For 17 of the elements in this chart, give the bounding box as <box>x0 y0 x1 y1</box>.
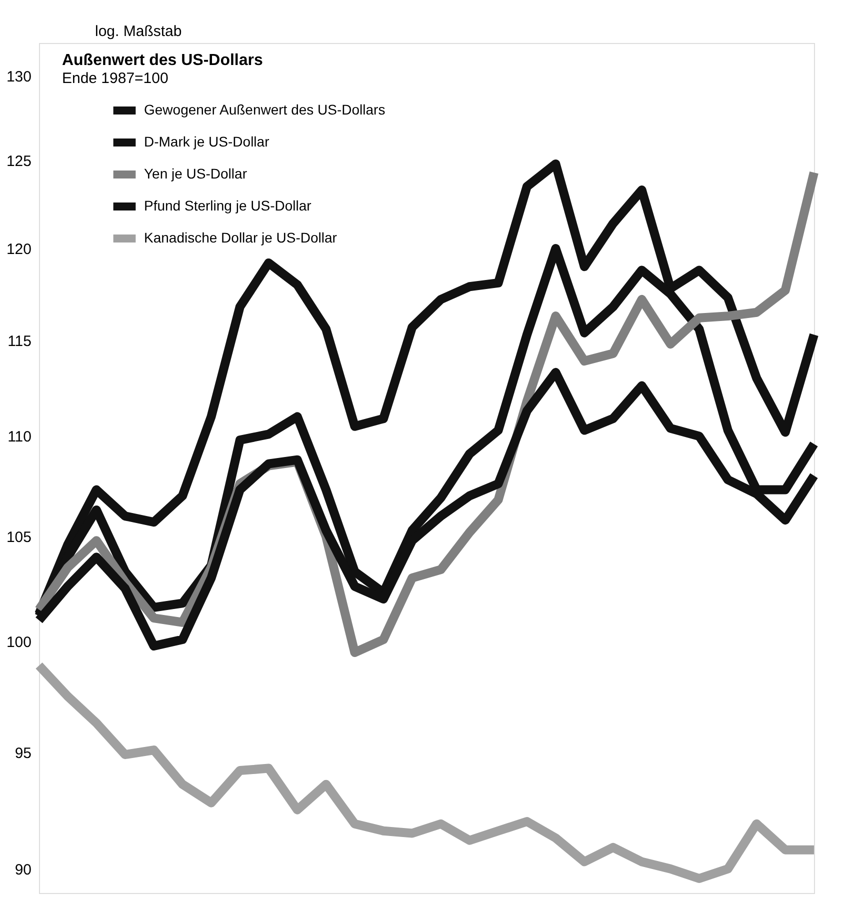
legend-label: Gewogener Außenwert des US-Dollars <box>144 102 386 118</box>
y-tick-label: 115 <box>8 332 32 350</box>
y-tick-label: 105 <box>6 528 32 546</box>
y-tick-label: 125 <box>6 153 32 170</box>
legend-label: D-Mark je US-Dollar <box>144 134 270 150</box>
legend-label: Yen je US-Dollar <box>144 166 248 182</box>
y-tick-label: 120 <box>6 241 32 258</box>
y-tick-label: 100 <box>6 634 32 652</box>
legend-label: Pfund Sterling je US-Dollar <box>144 198 312 214</box>
legend-label: Kanadische Dollar je US-Dollar <box>144 230 338 246</box>
y-tick-label: 95 <box>14 744 32 762</box>
y-tick-label: 110 <box>8 428 32 446</box>
text: log. Maßstab <box>95 23 182 40</box>
text: Ende 1987=100 <box>62 70 168 87</box>
text: Außenwert des US-Dollars <box>62 52 264 69</box>
y-tick-label: 90 <box>14 861 32 878</box>
y-tick-label: 130 <box>6 68 32 86</box>
